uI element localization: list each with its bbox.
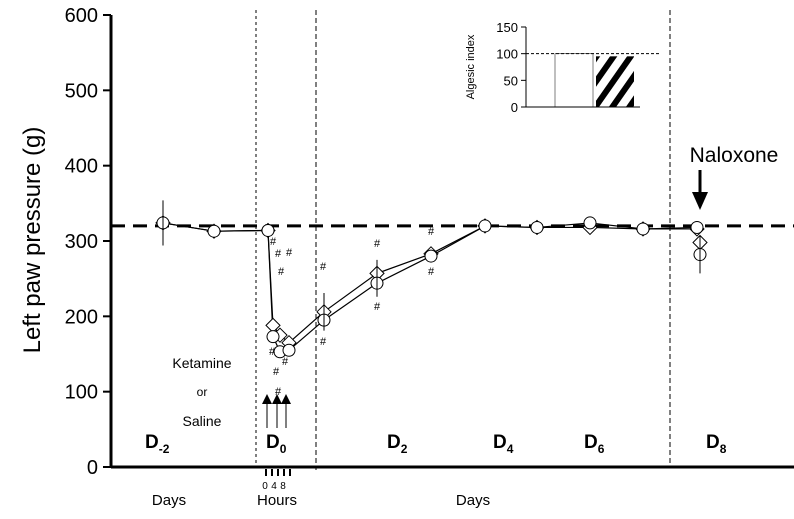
data-point-circle: [261, 223, 275, 237]
significance-mark: #: [428, 266, 435, 278]
y-tick-label: 600: [65, 5, 98, 27]
significance-mark: #: [374, 238, 381, 250]
injection-arrows: [262, 394, 291, 428]
inset-chart: Algesic index 0 50 100 150: [465, 20, 660, 115]
hour-tick-label: 4: [271, 481, 277, 492]
data-point-circle: [583, 216, 597, 230]
x-label-days: Days: [456, 492, 490, 509]
day-label: D6: [584, 432, 605, 456]
day-label: D0: [266, 432, 287, 456]
day-label: D-2: [145, 432, 170, 456]
inset-bar-open: [554, 53, 594, 108]
data-point-circle: [636, 222, 650, 236]
significance-mark: #: [320, 261, 327, 273]
significance-mark: #: [286, 247, 293, 259]
y-tick-label: 200: [65, 306, 98, 328]
data-point-circle: [424, 249, 438, 263]
hour-tick-label: 8: [280, 481, 286, 492]
x-label-hours: Hours: [257, 492, 297, 509]
y-axis-label: Left paw pressure (g): [19, 127, 46, 354]
y-tick-label: 400: [65, 156, 98, 178]
y-tick-label: 300: [65, 231, 98, 253]
data-point-circle: [207, 224, 221, 238]
or-label: or: [197, 385, 208, 399]
significance-mark: #: [320, 336, 327, 348]
data-point-circle: [690, 220, 704, 234]
inset-y-tick-label: 150: [496, 20, 518, 35]
significance-mark: #: [275, 248, 282, 260]
naloxone-arrow: [692, 170, 708, 210]
hour-tick-label: 0: [262, 481, 268, 492]
day-label: D8: [706, 432, 727, 456]
y-tick-label: 500: [65, 80, 98, 102]
significance-mark: #: [269, 346, 276, 358]
day-label: D2: [387, 432, 408, 456]
inset-y-tick-label: 100: [496, 47, 518, 62]
significance-mark: #: [278, 266, 285, 278]
inset-y-label: Algesic index: [465, 34, 477, 99]
inset-y-tick-label: 0: [511, 100, 518, 115]
y-tick-label: 0: [87, 457, 98, 479]
series-line-circle: [162, 222, 698, 353]
y-tick-label: 100: [65, 382, 98, 404]
significance-mark: #: [374, 301, 381, 313]
hour-ticks: [265, 469, 291, 476]
inset-y-tick-label: 50: [504, 73, 518, 88]
data-point-circle: [266, 330, 280, 344]
significance-mark: #: [270, 236, 277, 248]
data-point-circle: [282, 343, 296, 357]
series-line-diamond: [162, 222, 697, 344]
significance-mark: #: [273, 366, 280, 378]
ketamine-label: Ketamine: [172, 355, 231, 371]
naloxone-label: Naloxone: [690, 144, 779, 167]
day-label: D4: [493, 432, 514, 456]
significance-mark: #: [428, 226, 435, 238]
significance-mark: #: [282, 356, 289, 368]
inset-bar-hatched: [596, 56, 634, 107]
x-label-days: Days: [152, 492, 186, 509]
saline-label: Saline: [183, 413, 222, 429]
data-point-circle: [478, 219, 492, 233]
data-point-circle: [530, 220, 544, 234]
significance-mark: #: [275, 386, 282, 398]
